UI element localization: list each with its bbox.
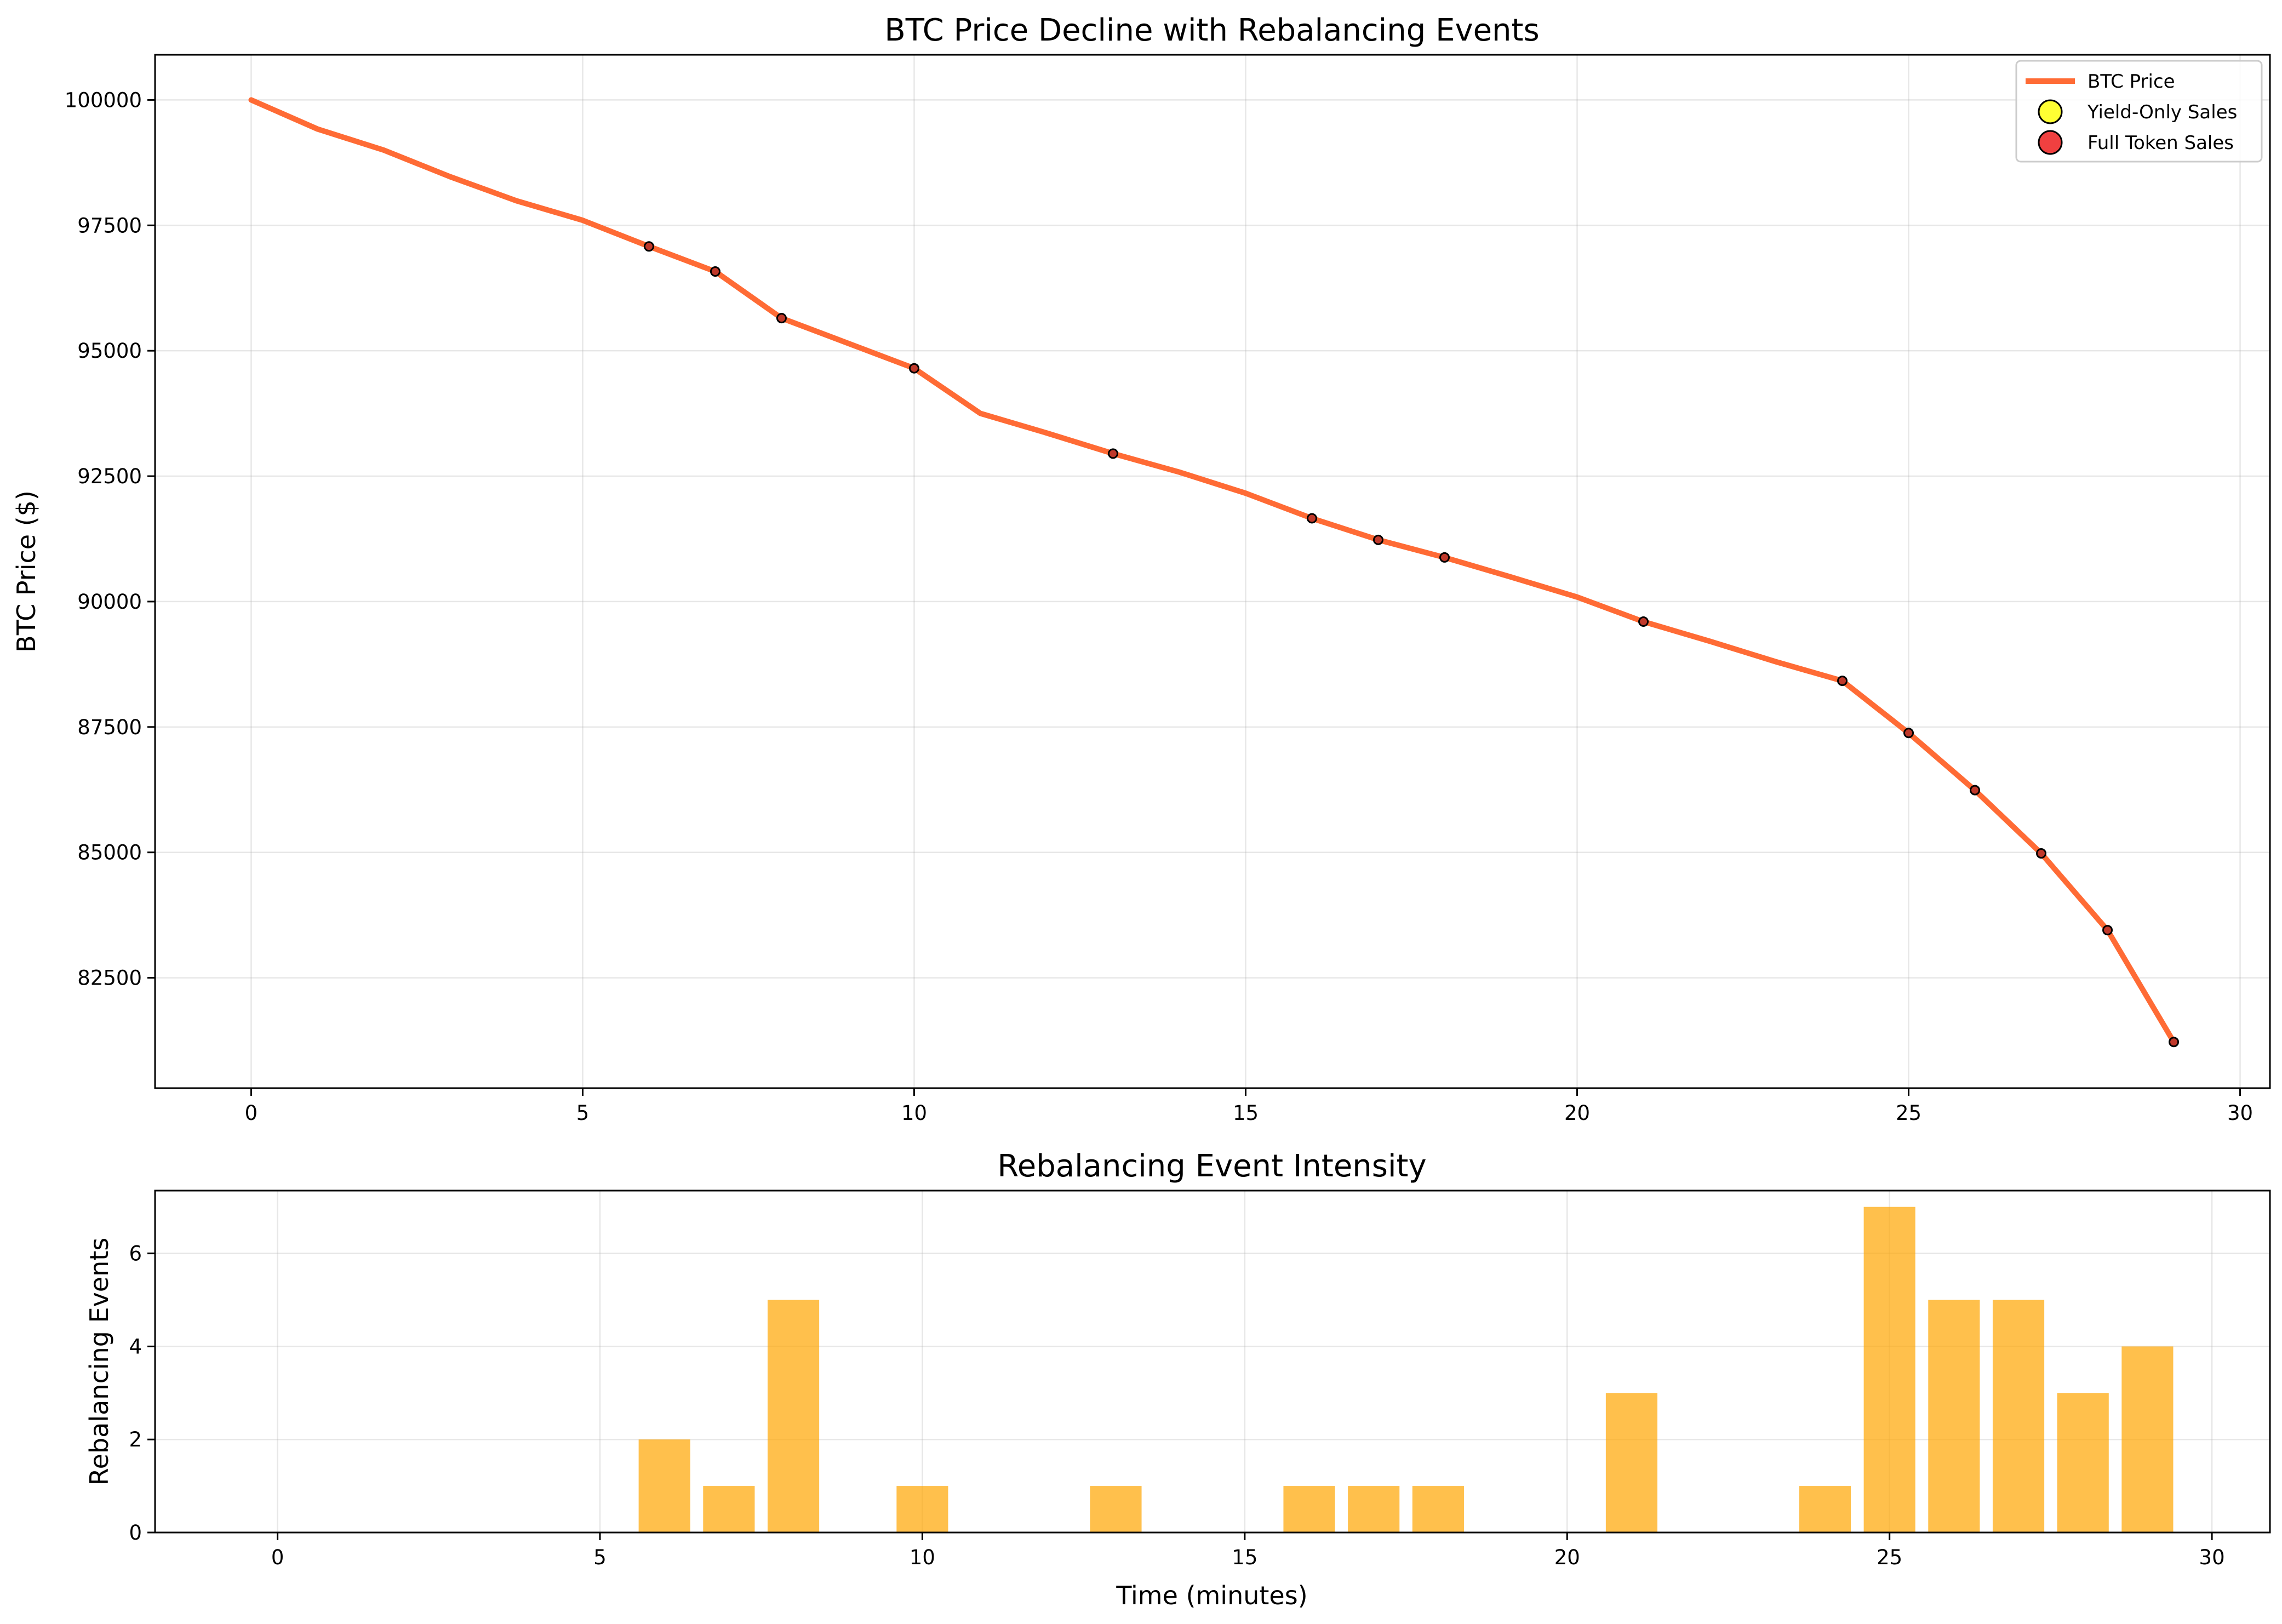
legend: BTC Price Yield-Only Sales Full Token Sa… [2015, 60, 2263, 163]
x-tick-label: 15 [1233, 1101, 1259, 1125]
legend-label-yield-only-sales: Yield-Only Sales [2087, 101, 2237, 123]
event-bar [1605, 1393, 1658, 1532]
y-tick-label: 100000 [65, 88, 142, 112]
btc-price-line [248, 97, 2177, 1045]
event-bar [1799, 1486, 1851, 1532]
y-tick-label: 90000 [77, 590, 142, 614]
event-bar [767, 1300, 820, 1532]
rebalancing-marker [1837, 676, 1848, 687]
intensity-chart-xlabel: Time (minutes) [1116, 1581, 1307, 1610]
y-tick-label: 85000 [77, 841, 142, 865]
intensity-chart-ylabel: Rebalancing Events [84, 1238, 114, 1486]
rebalancing-marker [1373, 534, 1384, 545]
rebalancing-marker [1903, 728, 1914, 739]
price-chart-grid [155, 55, 2270, 1088]
legend-label-btc-price: BTC Price [2087, 71, 2175, 93]
x-tick-label: 25 [1896, 1101, 1921, 1125]
x-tick-label: 5 [593, 1546, 607, 1569]
intensity-chart-title: Rebalancing Event Intensity [997, 1148, 1426, 1184]
y-tick-label: 92500 [77, 465, 142, 488]
event-bar [1992, 1300, 2045, 1532]
x-tick-label: 10 [901, 1101, 927, 1125]
intensity-bars [638, 1206, 2174, 1532]
intensity-chart-frame [154, 1190, 2271, 1534]
y-tick-label: 4 [129, 1335, 142, 1358]
event-bar [1283, 1486, 1335, 1532]
x-tick-label: 20 [1564, 1101, 1590, 1125]
event-bar [1863, 1206, 1915, 1532]
y-tick-label: 6 [129, 1242, 142, 1266]
x-tick-label: 15 [1232, 1546, 1257, 1569]
intensity-chart-ticks: 0 5 10 15 20 25 30 0 2 4 6 [129, 1242, 2224, 1569]
legend-yield-only-marker [2038, 99, 2063, 124]
x-tick-label: 10 [910, 1546, 935, 1569]
legend-box [2015, 60, 2263, 163]
y-tick-label: 97500 [77, 214, 142, 237]
x-tick-label: 5 [576, 1101, 590, 1125]
rebalancing-marker [908, 363, 919, 374]
legend-label-full-token-sales: Full Token Sales [2087, 132, 2234, 154]
rebalancing-marker [776, 313, 787, 324]
rebalancing-marker [1638, 616, 1649, 627]
x-tick-label: 30 [2227, 1101, 2253, 1125]
x-tick-label: 30 [2199, 1546, 2225, 1569]
legend-full-token-marker [2038, 130, 2063, 155]
rebalancing-marker [710, 266, 720, 277]
event-bar [638, 1439, 690, 1532]
event-bar [1090, 1486, 1142, 1532]
x-tick-label: 25 [1877, 1546, 1902, 1569]
rebalancing-marker [2102, 925, 2113, 936]
price-chart-ylabel: BTC Price ($) [12, 490, 41, 653]
price-chart: BTC Price Decline with Rebalancing Event… [12, 13, 2271, 1125]
event-bar [1928, 1300, 1980, 1532]
rebalancing-marker [1439, 552, 1450, 563]
rebalancing-marker [1307, 513, 1318, 524]
y-tick-label: 87500 [77, 716, 142, 739]
x-tick-label: 0 [271, 1546, 284, 1569]
y-tick-label: 82500 [77, 967, 142, 990]
event-bar [1412, 1486, 1464, 1532]
rebalancing-marker [643, 241, 654, 252]
rebalancing-marker [2169, 1037, 2180, 1048]
intensity-chart: Rebalancing Event Intensity 0 5 10 15 20 25 30… [84, 1148, 2271, 1610]
x-tick-label: 0 [245, 1101, 258, 1125]
rebalancing-marker [2036, 848, 2047, 859]
y-tick-label: 0 [129, 1521, 142, 1545]
y-tick-label: 95000 [77, 339, 142, 363]
price-chart-ticks: 0 5 10 15 20 25 30 82500 85000 87500 90000 92500 950… [65, 88, 2253, 1125]
event-bar [703, 1486, 755, 1532]
event-bar [1348, 1486, 1400, 1532]
price-chart-title: BTC Price Decline with Rebalancing Event… [884, 13, 1539, 48]
y-tick-label: 2 [129, 1428, 142, 1451]
event-bar [2121, 1346, 2174, 1532]
rebalancing-marker [1970, 785, 1981, 796]
price-chart-frame [154, 54, 2271, 1089]
x-tick-label: 20 [1554, 1546, 1580, 1569]
rebalancing-markers [643, 241, 2180, 1048]
event-bar [2057, 1393, 2109, 1532]
event-bar [896, 1486, 948, 1532]
rebalancing-marker [1107, 448, 1118, 459]
